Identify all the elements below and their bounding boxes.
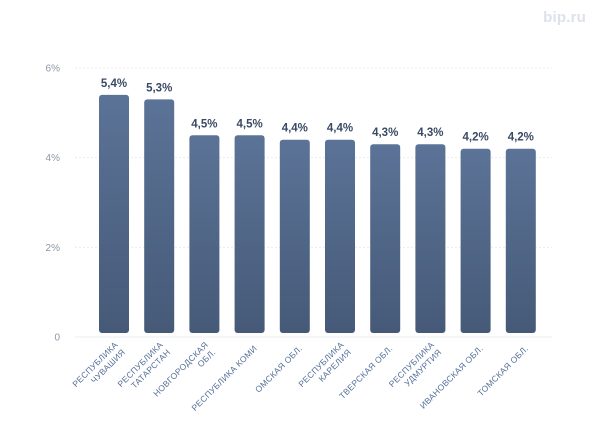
bar [144, 99, 175, 333]
bar [234, 135, 265, 333]
brand-logo: bip.ru [543, 9, 586, 26]
value-label: 4,3% [417, 127, 443, 139]
value-label: 4,5% [236, 118, 262, 130]
bar [505, 148, 536, 333]
value-label: 4,5% [191, 118, 217, 130]
value-label: 4,2% [462, 132, 488, 144]
bar [279, 139, 310, 333]
bar [460, 148, 491, 333]
bar [189, 135, 220, 333]
y-tick-label: 0 [54, 333, 60, 344]
category-labels: РЕСПУБЛИКАЧУВАШИЯРЕСПУБЛИКАТАТАРСТАННОВГ… [70, 340, 530, 413]
bar [325, 139, 355, 333]
bar [370, 144, 401, 333]
value-label: 4,2% [508, 132, 534, 144]
bars [99, 94, 536, 334]
value-label: 4,4% [327, 123, 353, 135]
y-tick-label: 2% [46, 243, 61, 254]
bar [415, 144, 446, 333]
y-axis-ticks: 0 2% 4% 6% [46, 64, 61, 344]
y-tick-label: 4% [46, 153, 61, 164]
value-label: 4,3% [372, 127, 398, 139]
value-label: 4,4% [282, 123, 308, 135]
category-label: РЕСПУБЛИКАЧУВАШИЯ [70, 340, 127, 397]
value-label: 5,3% [146, 82, 172, 94]
value-labels: 5,4% 5,3% 4,5% 4,5% 4,4% 4,4% 4,3% 4,3% 4,2% 4,2% [101, 78, 534, 144]
category-label-line: ОМСКАЯ ОБЛ. [253, 343, 304, 394]
bar [99, 94, 129, 334]
value-label: 5,4% [101, 78, 127, 90]
y-tick-label: 6% [46, 64, 61, 75]
category-label: ОМСКАЯ ОБЛ. [253, 343, 304, 394]
